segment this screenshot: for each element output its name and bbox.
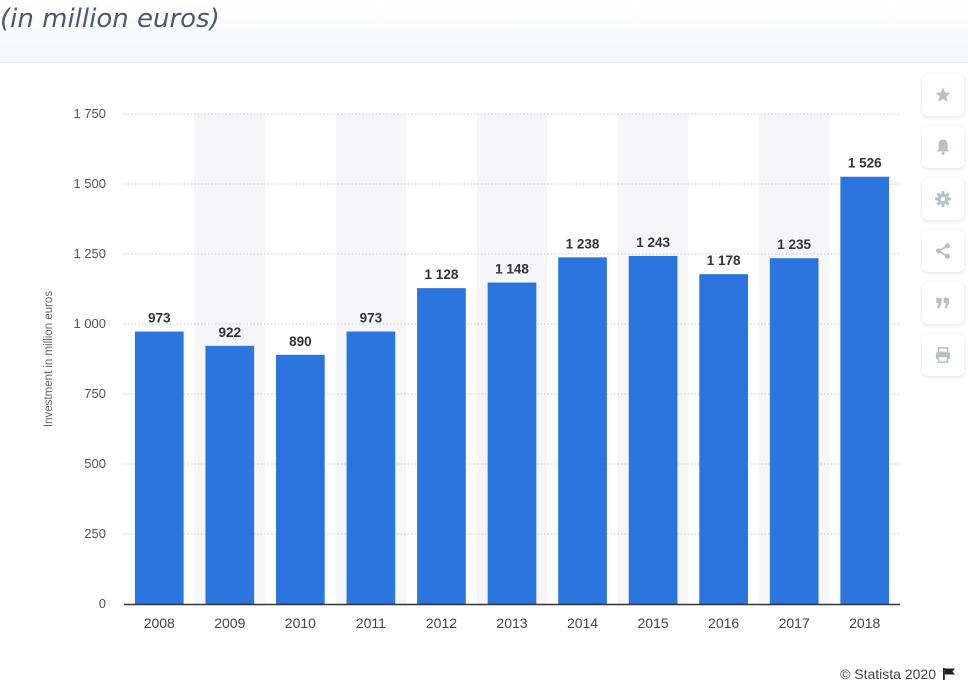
bar-value-label: 890 [289, 334, 312, 349]
y-tick-label: 0 [99, 596, 106, 611]
print-button[interactable] [922, 334, 964, 376]
bar-value-label: 1 178 [707, 253, 741, 268]
bar-value-label: 1 148 [495, 262, 529, 277]
x-tick-label: 2014 [567, 615, 598, 631]
y-tick-label: 1 250 [73, 246, 106, 261]
share-button[interactable] [922, 230, 964, 272]
cite-button[interactable] [922, 282, 964, 324]
x-tick-label: 2009 [214, 615, 245, 631]
bar [417, 288, 466, 604]
bar [699, 274, 748, 604]
x-tick-label: 2010 [285, 615, 316, 631]
bar-value-label: 1 238 [566, 236, 600, 251]
settings-button[interactable] [922, 178, 964, 220]
x-tick-label: 2012 [426, 615, 457, 631]
credit-link[interactable]: © Statista 2020 [840, 666, 936, 682]
x-tick-label: 2017 [779, 615, 810, 631]
print-icon [935, 347, 951, 363]
y-tick-label: 1 500 [73, 176, 106, 191]
notification-button[interactable] [922, 126, 964, 168]
favorite-button[interactable] [922, 74, 964, 116]
y-tick-label: 250 [84, 526, 106, 541]
quote-icon [936, 297, 949, 309]
y-tick-label: 1 750 [73, 106, 106, 121]
x-tick-label: 2011 [356, 615, 386, 631]
bar-value-label: 1 243 [636, 235, 670, 250]
x-tick-label: 2008 [144, 615, 175, 631]
share-icon [935, 243, 951, 259]
x-tick-label: 2013 [496, 615, 527, 631]
y-tick-label: 1 000 [73, 316, 106, 331]
chart-toolbar [922, 74, 964, 386]
bar [134, 331, 184, 604]
flag-icon[interactable] [942, 667, 956, 681]
y-axis-label: Investment in million euros [43, 291, 55, 427]
bar-value-label: 922 [219, 325, 242, 340]
bar-value-label: 973 [148, 311, 171, 326]
bar-value-label: 1 526 [848, 156, 882, 171]
y-tick-label: 750 [84, 386, 106, 401]
x-tick-label: 2016 [708, 615, 739, 631]
bar [346, 331, 396, 604]
bar-value-label: 1 235 [777, 237, 811, 252]
bar [558, 257, 607, 604]
bar [487, 282, 537, 604]
bell-icon [936, 139, 950, 156]
bar [769, 258, 819, 604]
x-tick-label: 2015 [638, 615, 669, 631]
bar-value-label: 1 128 [425, 267, 459, 282]
bar-chart: 0 250 500 750 1 000 1 250 1 500 1 750 Investment… [43, 106, 900, 631]
bar [840, 176, 890, 604]
y-tick-label: 500 [84, 456, 106, 471]
bar [628, 255, 678, 604]
x-tick-label: 2018 [849, 615, 880, 631]
gear-icon [935, 191, 951, 207]
subtitle-band: (in million euros) [0, 0, 968, 63]
star-icon [935, 87, 951, 102]
bar [205, 345, 255, 604]
bar-value-label: 973 [360, 311, 383, 326]
statista-credit: © Statista 2020 [840, 666, 956, 682]
chart-subtitle: (in million euros) [0, 4, 220, 34]
bar [276, 354, 325, 604]
